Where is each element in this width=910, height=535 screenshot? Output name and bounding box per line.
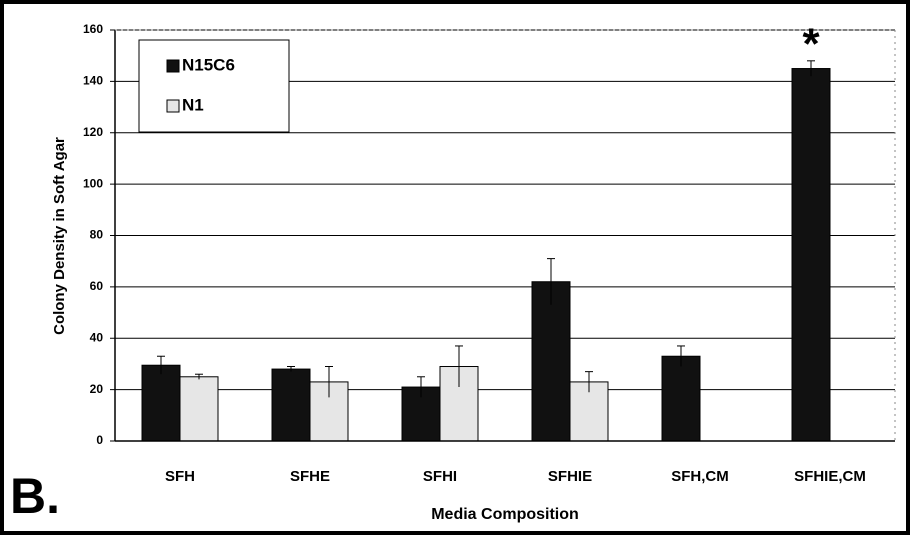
y-tick-label: 160 — [83, 22, 103, 36]
y-tick-label: 140 — [83, 74, 103, 88]
x-tick-label: SFHIE,CM — [794, 468, 866, 485]
y-tick-label: 120 — [83, 125, 103, 139]
legend-swatch — [166, 59, 180, 73]
x-tick-label: SFHE — [290, 468, 330, 485]
legend-box — [138, 39, 290, 133]
y-axis-label: Colony Density in Soft Agar — [51, 137, 68, 335]
x-tick-label: SFH — [165, 468, 195, 485]
x-tick-label: SFHI — [423, 468, 457, 485]
legend-label: N15C6 — [182, 55, 235, 74]
x-tick-label: SFHIE — [548, 468, 592, 485]
bar — [531, 281, 571, 442]
x-axis-label: Media Composition — [431, 506, 579, 523]
significance-marker: * — [802, 19, 820, 68]
bar — [791, 68, 831, 442]
bar — [271, 368, 311, 442]
y-tick-label: 80 — [90, 228, 104, 242]
y-tick-label: 100 — [83, 176, 103, 190]
panel-label: B. — [10, 468, 60, 524]
bar — [179, 376, 219, 442]
legend-label: N1 — [182, 95, 204, 114]
legend-swatch — [166, 99, 180, 113]
x-tick-label: SFH,CM — [671, 468, 729, 485]
y-tick-label: 40 — [90, 330, 104, 344]
bar — [661, 355, 701, 442]
y-tick-label: 20 — [90, 382, 104, 396]
y-tick-label: 60 — [90, 279, 104, 293]
y-tick-label: 0 — [96, 433, 103, 447]
bar — [141, 364, 181, 442]
